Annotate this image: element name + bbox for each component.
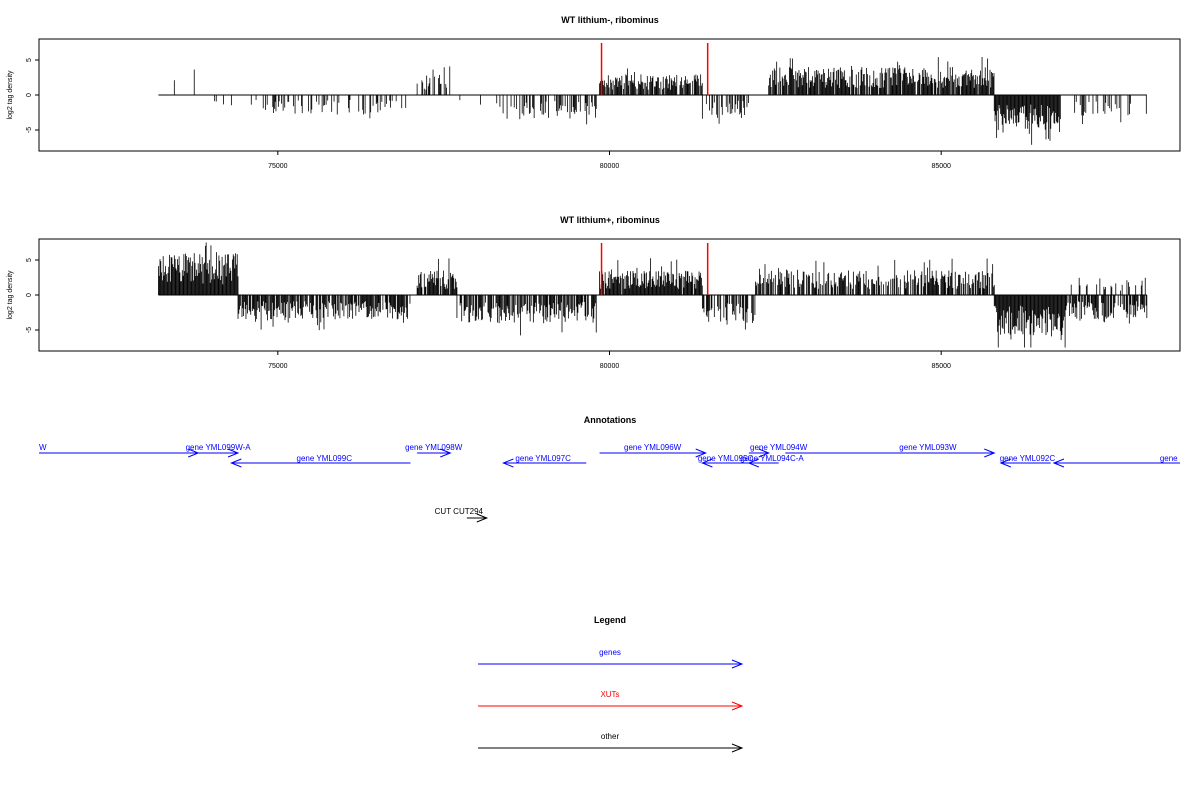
gene-label: W xyxy=(39,443,47,452)
gene-arrow: gene xyxy=(1052,454,1180,468)
x-axis: 75000 80000 85000 xyxy=(268,351,951,370)
chart-title: WT lithium+, ribominus xyxy=(560,215,660,225)
x-tick-label: 85000 xyxy=(931,363,951,370)
y-tick-label: 5 xyxy=(26,58,33,62)
legend: Legend genes XUTs other xyxy=(478,615,744,753)
annotations-title: Annotations xyxy=(584,415,637,425)
gene-label: gene YML099C xyxy=(297,454,353,463)
gene-label: gene YML093W xyxy=(899,443,957,452)
y-tick-label: -5 xyxy=(26,127,33,133)
gene-label: gene YML095C xyxy=(698,454,754,463)
legend-label: other xyxy=(601,732,620,741)
arrow-head-icon xyxy=(999,458,1012,468)
legend-items: genes XUTs other xyxy=(478,648,744,753)
y-axis-label: log2 tag density xyxy=(7,270,14,320)
y-tick-label: 5 xyxy=(26,258,33,262)
legend-item: other xyxy=(478,732,744,753)
legend-item: genes xyxy=(478,648,744,669)
gene-label: gene YML098W xyxy=(405,443,463,452)
arrow-head-icon xyxy=(747,458,759,468)
y-axis-label: log2 tag density xyxy=(7,70,14,120)
legend-label: XUTs xyxy=(600,690,619,699)
arrow-head-icon xyxy=(502,458,514,468)
x-tick-label: 75000 xyxy=(268,163,288,170)
gene-label: gene YML096W xyxy=(624,443,682,452)
arrow-head-icon xyxy=(731,659,744,669)
x-tick-label: 85000 xyxy=(931,163,951,170)
density-bars xyxy=(158,242,1148,348)
track-panel-lithium-plus: WT lithium+, ribominus log2 tag density … xyxy=(7,215,1181,370)
arrow-head-icon xyxy=(731,701,744,711)
arrow-head-icon xyxy=(1052,458,1065,468)
other-arrow: CUT CUT294 xyxy=(435,507,489,523)
xut-markers xyxy=(600,43,709,95)
legend-label: genes xyxy=(599,648,621,657)
gene-label: gene YML097C xyxy=(515,454,571,463)
arrow-head-icon xyxy=(701,458,713,468)
gene-label: gene YML099W-A xyxy=(186,443,252,452)
gene-arrow: gene YML094W xyxy=(748,443,808,458)
arrow-head-icon xyxy=(440,448,452,458)
gene-label: gene YML094C-A xyxy=(740,454,804,463)
arrow-head-icon xyxy=(476,513,489,523)
gene-arrow: gene YML097C xyxy=(502,454,587,468)
gene-label: gene xyxy=(1160,454,1178,463)
gene-arrow: gene YML099C xyxy=(230,454,411,468)
legend-item: XUTs xyxy=(478,690,744,711)
y-tick-label: 0 xyxy=(26,293,33,297)
y-axis: 5 0 -5 xyxy=(26,258,39,333)
gene-label: gene YML092C xyxy=(1000,454,1056,463)
x-axis: 75000 80000 85000 xyxy=(268,151,951,170)
arrow-head-icon xyxy=(695,448,708,458)
other-arrows: CUT CUT294 xyxy=(435,507,489,523)
arrow-head-icon xyxy=(230,458,242,468)
arrow-head-icon xyxy=(984,448,996,458)
arrow-head-icon xyxy=(758,448,771,458)
legend-title: Legend xyxy=(594,615,626,625)
xut-markers xyxy=(600,243,709,295)
chart-title: WT lithium-, ribominus xyxy=(561,15,659,25)
gene-arrow: gene YML099W-A xyxy=(186,443,252,458)
density-bars xyxy=(173,56,1147,145)
gene-arrow: gene YML094C-A xyxy=(740,454,804,468)
arrow-head-icon xyxy=(227,448,240,458)
y-tick-label: -5 xyxy=(26,327,33,333)
x-tick-label: 75000 xyxy=(268,363,288,370)
other-label: CUT CUT294 xyxy=(435,507,484,516)
track-panel-lithium-minus: WT lithium-, ribominus log2 tag density … xyxy=(7,15,1181,170)
gene-label: gene YML094W xyxy=(750,443,808,452)
gene-arrow: W xyxy=(39,443,200,458)
gene-arrow: gene YML098W xyxy=(405,443,463,458)
y-tick-label: 0 xyxy=(26,93,33,97)
arrow-head-icon xyxy=(731,743,744,753)
gene-arrow: gene YML092C xyxy=(999,454,1056,468)
gene-arrow: gene YML093W xyxy=(785,443,996,458)
gene-arrow: gene YML095C xyxy=(698,454,754,468)
arrow-head-icon xyxy=(188,448,200,458)
y-axis: 5 0 -5 xyxy=(26,58,39,133)
x-tick-label: 80000 xyxy=(600,163,620,170)
x-tick-label: 80000 xyxy=(600,363,620,370)
gene-arrow: gene YML096W xyxy=(599,443,708,458)
